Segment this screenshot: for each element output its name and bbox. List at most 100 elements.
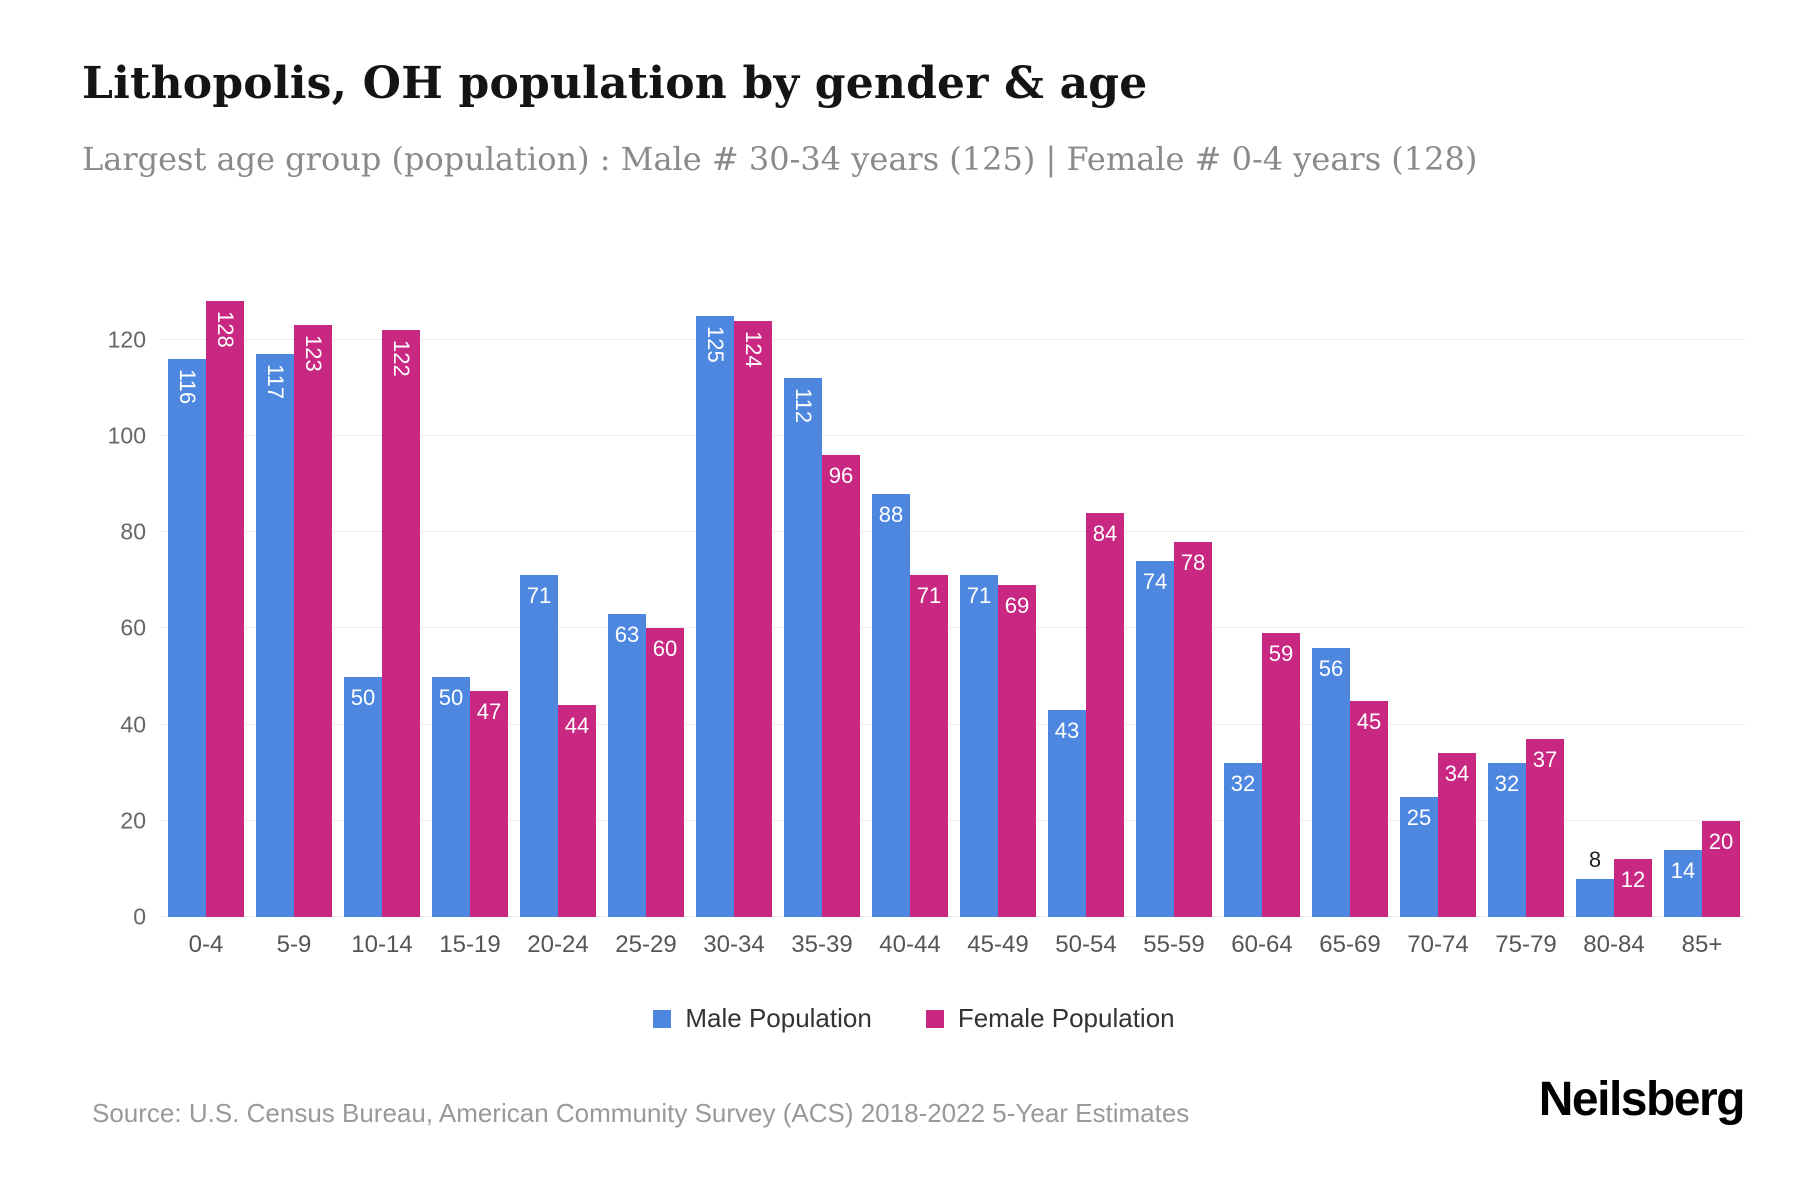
male-bar-35-39[interactable]: 112 [784,378,822,917]
bar-value-label: 128 [213,311,238,348]
bar-group-45-49: 71 69 [954,282,1042,917]
female-bar-10-14[interactable]: 122 [382,330,420,917]
female-bar-25-29[interactable]: 60 [646,628,684,917]
male-bar-0-4[interactable]: 116 [168,359,206,917]
female-bar-80-84[interactable]: 12 [1614,859,1652,917]
bar-group-30-34: 125 124 [690,282,778,917]
x-tick-25-29: 25-29 [615,931,677,958]
male-bar-45-49[interactable]: 71 [960,575,998,917]
female-bar-85+[interactable]: 20 [1702,820,1740,917]
male-bar-20-24[interactable]: 71 [520,575,558,917]
x-tick-55-59: 55-59 [1143,931,1205,958]
female-bar-55-59[interactable]: 78 [1174,541,1212,917]
male-bar-50-54[interactable]: 43 [1048,710,1086,917]
x-tick-30-34: 30-34 [703,931,765,958]
female-bar-65-69[interactable]: 45 [1350,700,1388,917]
male-bar-60-64[interactable]: 32 [1224,763,1262,917]
female-bar-70-74[interactable]: 34 [1438,753,1476,917]
x-axis-row: 0-4 5-9 10-14 15-19 20-24 25-29 30-34 35-39 40-4… [82,917,1746,959]
male-bar-55-59[interactable]: 74 [1136,561,1174,917]
male-bar-80-84[interactable]: 8 [1576,847,1614,917]
female-bar-45-49[interactable]: 69 [998,585,1036,917]
bar-value-label: 25 [1406,804,1432,830]
x-tick-75-79: 75-79 [1495,931,1557,958]
male-bar-25-29[interactable]: 63 [608,613,646,917]
x-tick-50-54: 50-54 [1055,931,1117,958]
bar-value-label: 122 [389,340,414,377]
x-tick-5-9: 5-9 [276,931,312,958]
y-tick: 0 [133,903,146,930]
bar-value-label: 14 [1670,857,1696,883]
male-bar-10-14[interactable]: 50 [344,676,382,917]
bar-group-85+: 14 20 [1658,282,1746,917]
female-swatch-icon [925,1009,944,1028]
male-bar-40-44[interactable]: 88 [872,493,910,917]
brand-logo: Neilsberg [1538,1073,1746,1126]
male-bar-70-74[interactable]: 25 [1400,796,1438,917]
x-tick-40-44: 40-44 [879,931,941,958]
bar-value-label: 69 [1004,593,1030,619]
bar-group-25-29: 63 60 [602,282,690,917]
x-tick-0-4: 0-4 [188,931,224,958]
male-bar-30-34[interactable]: 125 [696,315,734,917]
bar-value-label: 74 [1142,569,1168,594]
bar-group-40-44: 88 71 [866,282,954,917]
y-tick: 40 [120,711,146,738]
bar-value-label: 60 [652,636,678,662]
legend-label-male: Male Population [685,1003,872,1033]
female-bar-60-64[interactable]: 59 [1262,633,1300,917]
male-bar-15-19[interactable]: 50 [432,676,470,917]
female-bar-30-34[interactable]: 124 [734,320,772,917]
female-bar-20-24[interactable]: 44 [558,705,596,917]
female-bar-40-44[interactable]: 71 [910,575,948,917]
bar-value-label: 78 [1180,549,1206,575]
female-bar-75-79[interactable]: 37 [1526,739,1564,917]
bar-group-20-24: 71 44 [514,282,602,917]
bar-group-65-69: 56 45 [1306,282,1394,917]
x-tick-80-84: 80-84 [1583,931,1645,958]
bar-value-label: 116 [175,369,200,405]
bar-value-label: 117 [263,364,288,400]
x-tick-60-64: 60-64 [1231,931,1293,958]
bar-group-50-54: 43 84 [1042,282,1130,917]
female-bar-50-54[interactable]: 84 [1086,512,1124,917]
bar-value-label: 12 [1620,867,1646,893]
male-bar-65-69[interactable]: 56 [1312,647,1350,917]
female-bar-5-9[interactable]: 123 [294,325,332,917]
male-swatch-icon [653,1009,672,1028]
bar-groups: 116 128 117 123 50 122 50 47 71 44 63 60 125 124 112 96… [162,282,1746,917]
bar-value-label: 84 [1092,520,1118,546]
x-tick-20-24: 20-24 [527,931,589,958]
bar-group-15-19: 50 47 [426,282,514,917]
bar-value-label: 71 [966,583,992,609]
gridline [162,531,1746,533]
bar-value-label: 44 [564,713,590,739]
gridline [162,434,1746,436]
bar-group-0-4: 116 128 [162,282,250,917]
legend-item-male[interactable]: Male Population [653,1003,872,1034]
y-tick: 60 [120,614,146,641]
chart-row: 0 20 40 60 80 100 120 116 128 117 123 50 122 50 47 71 4… [82,282,1746,930]
y-tick: 80 [120,518,146,545]
bar-value-label: 32 [1494,771,1520,797]
male-bar-75-79[interactable]: 32 [1488,763,1526,917]
female-bar-35-39[interactable]: 96 [822,455,860,917]
bar-value-label: 71 [916,583,942,609]
gridlines [162,282,1746,917]
y-axis-spacer [82,917,162,959]
bar-value-label: 37 [1532,747,1558,772]
source-text: Source: U.S. Census Bureau, American Com… [92,1098,1190,1128]
bar-value-label: 63 [614,621,640,647]
x-tick-15-19: 15-19 [439,931,501,958]
plot-area: 116 128 117 123 50 122 50 47 71 44 63 60 125 124 112 96… [162,282,1746,917]
chart: 0 20 40 60 80 100 120 116 128 117 123 50 122 50 47 71 4… [82,282,1746,1034]
female-bar-0-4[interactable]: 128 [206,301,244,917]
male-bar-5-9[interactable]: 117 [256,354,294,917]
legend-item-female[interactable]: Female Population [925,1003,1175,1034]
female-bar-15-19[interactable]: 47 [470,690,508,917]
bar-value-label: 34 [1444,761,1470,787]
x-axis: 0-4 5-9 10-14 15-19 20-24 25-29 30-34 35-39 40-4… [162,917,1746,959]
bar-group-75-79: 32 37 [1482,282,1570,917]
legend-label-female: Female Population [957,1003,1175,1033]
male-bar-85+[interactable]: 14 [1664,849,1702,917]
